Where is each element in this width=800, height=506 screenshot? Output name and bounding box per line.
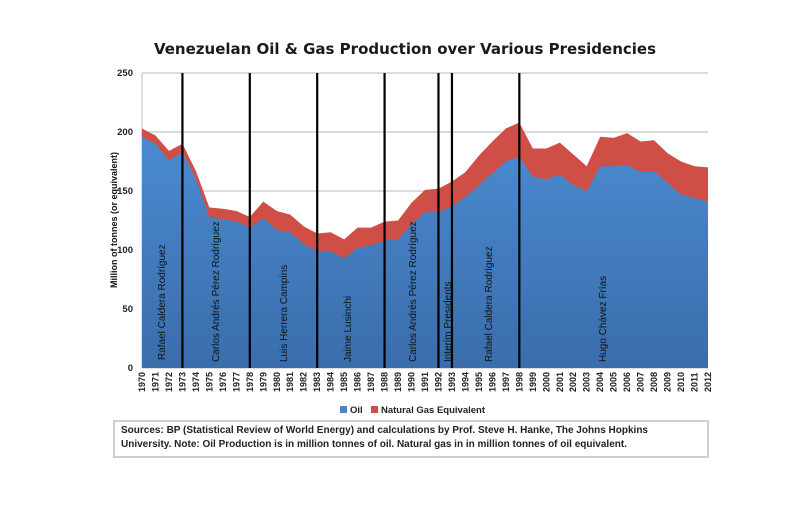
presidency-labels: Rafael Caldera Rodríguez Carlos Andrés Pé…: [157, 221, 609, 362]
x-tick-label: 2001: [555, 372, 565, 392]
y-axis-label: Million of tonnes (or equivalent): [109, 152, 119, 288]
y-tick-label: 200: [117, 127, 133, 138]
presidency-label: Hugo Chávez Frías: [598, 276, 609, 362]
x-tick-label: 2009: [663, 372, 673, 392]
x-tick-label: 1995: [474, 372, 484, 392]
x-tick-label: 1993: [447, 372, 457, 392]
area-oil: [142, 136, 708, 368]
x-tick-label: 1988: [380, 372, 390, 392]
x-tick-label: 2008: [649, 372, 659, 392]
x-tick-label: 2004: [595, 372, 605, 392]
x-tick-label: 2000: [541, 372, 551, 392]
x-tick-label: 1971: [150, 372, 160, 392]
x-tick-label: 1983: [312, 372, 322, 392]
source-note: Sources: BP (Statistical Review of World…: [113, 420, 709, 458]
x-tick-label: 1973: [177, 372, 187, 392]
y-tick-label: 150: [117, 186, 133, 197]
x-tick-label: 1979: [258, 372, 268, 392]
x-tick-label: 1982: [299, 372, 309, 392]
x-tick-label: 1976: [218, 372, 228, 392]
chart-title: Venezuelan Oil & Gas Production over Var…: [154, 40, 656, 58]
presidency-label: Rafael Caldera Rodríguez: [484, 246, 495, 362]
y-tick-label: 100: [117, 245, 133, 256]
x-tick-label: 2003: [582, 372, 592, 392]
presidency-label: Carlos Andrés Pérez Rodríguez: [408, 221, 419, 362]
x-tick-label: 1989: [393, 372, 403, 392]
legend-label-oil: Oil: [350, 405, 363, 416]
x-axis-ticks: 1970 1971 1972 1973 1974 1975 1976 1977 1978 1979…: [137, 372, 713, 392]
presidency-label: Rafael Caldera Rodríguez: [157, 244, 168, 360]
legend: Oil Natural Gas Equivalent: [340, 405, 486, 416]
x-tick-label: 1981: [285, 372, 295, 392]
x-tick-label: 1977: [231, 372, 241, 392]
legend-swatch-oil: [340, 406, 347, 413]
presidency-lines: [181, 73, 521, 368]
plot-areas: [142, 122, 708, 368]
presidency-label: Carlos Andrés Pérez Rodríguez: [211, 221, 222, 362]
presidency-label: Jaime Lusinchi: [343, 296, 354, 362]
x-tick-label: 2006: [622, 372, 632, 392]
x-tick-label: 1994: [460, 372, 470, 392]
x-tick-label: 2012: [703, 372, 713, 392]
x-tick-label: 2011: [690, 372, 700, 392]
x-tick-label: 1978: [245, 372, 255, 392]
presidency-label: Interim Presidents: [443, 281, 454, 362]
x-tick-label: 1975: [204, 372, 214, 392]
x-tick-label: 1997: [501, 372, 511, 392]
x-tick-label: 2010: [676, 372, 686, 392]
legend-swatch-gas: [371, 406, 378, 413]
x-tick-label: 2007: [636, 372, 646, 392]
x-tick-label: 1980: [272, 372, 282, 392]
x-tick-label: 1986: [353, 372, 363, 392]
y-tick-label: 0: [128, 363, 133, 374]
x-tick-label: 1999: [528, 372, 538, 392]
x-tick-label: 1990: [407, 372, 417, 392]
legend-label-gas: Natural Gas Equivalent: [381, 405, 486, 416]
x-tick-label: 1996: [487, 372, 497, 392]
x-tick-label: 1985: [339, 372, 349, 392]
x-tick-label: 1991: [420, 372, 430, 392]
x-tick-label: 1984: [326, 372, 336, 392]
x-tick-label: 1970: [137, 372, 147, 392]
x-tick-label: 1987: [366, 372, 376, 392]
x-tick-label: 2002: [568, 372, 578, 392]
x-tick-label: 1992: [433, 372, 443, 392]
x-tick-label: 2005: [609, 372, 619, 392]
y-tick-label: 250: [117, 68, 133, 79]
x-tick-label: 1972: [164, 372, 174, 392]
x-tick-label: 1974: [191, 372, 201, 392]
x-tick-label: 1998: [514, 372, 524, 392]
y-axis-ticks: 0 50 100 150 200 250: [117, 68, 133, 374]
y-tick-label: 50: [122, 304, 133, 315]
presidency-label: Luis Herrera Campins: [279, 265, 290, 362]
